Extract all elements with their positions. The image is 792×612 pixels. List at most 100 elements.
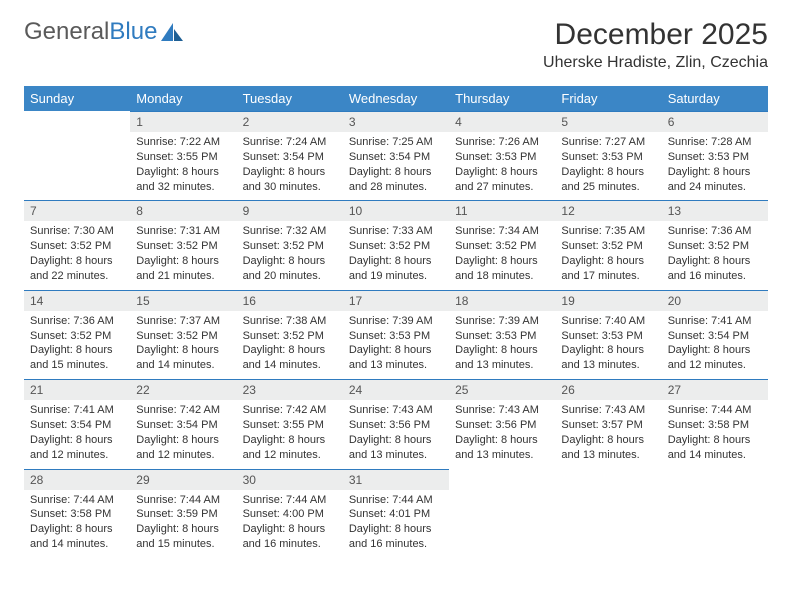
day-number: 24	[343, 379, 449, 400]
sunrise-line: Sunrise: 7:44 AM	[668, 403, 762, 418]
day-body: Sunrise: 7:43 AMSunset: 3:56 PMDaylight:…	[449, 400, 555, 468]
daylight-line: Daylight: 8 hours and 13 minutes.	[349, 433, 443, 463]
calendar-cell: 23Sunrise: 7:42 AMSunset: 3:55 PMDayligh…	[237, 379, 343, 468]
daylight-line: Daylight: 8 hours and 12 minutes.	[668, 343, 762, 373]
calendar-cell: 4Sunrise: 7:26 AMSunset: 3:53 PMDaylight…	[449, 111, 555, 200]
location-text: Uherske Hradiste, Zlin, Czechia	[543, 54, 768, 72]
daylight-line: Daylight: 8 hours and 28 minutes.	[349, 165, 443, 195]
calendar-cell: 25Sunrise: 7:43 AMSunset: 3:56 PMDayligh…	[449, 379, 555, 468]
sunrise-line: Sunrise: 7:33 AM	[349, 224, 443, 239]
daylight-line: Daylight: 8 hours and 22 minutes.	[30, 254, 124, 284]
calendar-cell: 24Sunrise: 7:43 AMSunset: 3:56 PMDayligh…	[343, 379, 449, 468]
title-block: December 2025 Uherske Hradiste, Zlin, Cz…	[543, 18, 768, 72]
daylight-line: Daylight: 8 hours and 24 minutes.	[668, 165, 762, 195]
weekday-header: Saturday	[662, 86, 768, 111]
sunset-line: Sunset: 3:52 PM	[243, 329, 337, 344]
sunrise-line: Sunrise: 7:26 AM	[455, 135, 549, 150]
day-number: 12	[555, 200, 661, 221]
calendar-body: 1Sunrise: 7:22 AMSunset: 3:55 PMDaylight…	[24, 111, 768, 558]
sunrise-line: Sunrise: 7:44 AM	[349, 493, 443, 508]
sunset-line: Sunset: 3:54 PM	[668, 329, 762, 344]
sunrise-line: Sunrise: 7:31 AM	[136, 224, 230, 239]
day-body: Sunrise: 7:28 AMSunset: 3:53 PMDaylight:…	[662, 132, 768, 200]
day-body: Sunrise: 7:41 AMSunset: 3:54 PMDaylight:…	[24, 400, 130, 468]
calendar-cell: 12Sunrise: 7:35 AMSunset: 3:52 PMDayligh…	[555, 200, 661, 289]
calendar-cell: 31Sunrise: 7:44 AMSunset: 4:01 PMDayligh…	[343, 469, 449, 558]
calendar-cell: 1Sunrise: 7:22 AMSunset: 3:55 PMDaylight…	[130, 111, 236, 200]
day-number: 25	[449, 379, 555, 400]
day-number: 6	[662, 111, 768, 132]
day-number: 10	[343, 200, 449, 221]
sunrise-line: Sunrise: 7:28 AM	[668, 135, 762, 150]
day-number: 18	[449, 290, 555, 311]
calendar-cell: 22Sunrise: 7:42 AMSunset: 3:54 PMDayligh…	[130, 379, 236, 468]
calendar-cell: 26Sunrise: 7:43 AMSunset: 3:57 PMDayligh…	[555, 379, 661, 468]
day-body: Sunrise: 7:33 AMSunset: 3:52 PMDaylight:…	[343, 221, 449, 289]
sail-icon	[159, 21, 185, 43]
sunrise-line: Sunrise: 7:43 AM	[455, 403, 549, 418]
sunset-line: Sunset: 3:52 PM	[243, 239, 337, 254]
day-body: Sunrise: 7:37 AMSunset: 3:52 PMDaylight:…	[130, 311, 236, 379]
sunrise-line: Sunrise: 7:27 AM	[561, 135, 655, 150]
month-title: December 2025	[543, 18, 768, 52]
sunset-line: Sunset: 3:53 PM	[561, 329, 655, 344]
sunrise-line: Sunrise: 7:39 AM	[349, 314, 443, 329]
sunset-line: Sunset: 3:57 PM	[561, 418, 655, 433]
calendar-cell: 7Sunrise: 7:30 AMSunset: 3:52 PMDaylight…	[24, 200, 130, 289]
sunset-line: Sunset: 3:52 PM	[30, 239, 124, 254]
calendar-week-row: 7Sunrise: 7:30 AMSunset: 3:52 PMDaylight…	[24, 200, 768, 289]
day-number: 21	[24, 379, 130, 400]
day-body: Sunrise: 7:40 AMSunset: 3:53 PMDaylight:…	[555, 311, 661, 379]
day-body: Sunrise: 7:31 AMSunset: 3:52 PMDaylight:…	[130, 221, 236, 289]
sunrise-line: Sunrise: 7:32 AM	[243, 224, 337, 239]
day-body: Sunrise: 7:26 AMSunset: 3:53 PMDaylight:…	[449, 132, 555, 200]
calendar-cell: 10Sunrise: 7:33 AMSunset: 3:52 PMDayligh…	[343, 200, 449, 289]
daylight-line: Daylight: 8 hours and 15 minutes.	[30, 343, 124, 373]
calendar-week-row: 21Sunrise: 7:41 AMSunset: 3:54 PMDayligh…	[24, 379, 768, 468]
sunrise-line: Sunrise: 7:42 AM	[136, 403, 230, 418]
daylight-line: Daylight: 8 hours and 20 minutes.	[243, 254, 337, 284]
daylight-line: Daylight: 8 hours and 32 minutes.	[136, 165, 230, 195]
brand-logo: GeneralBlue	[24, 18, 185, 46]
sunset-line: Sunset: 3:54 PM	[243, 150, 337, 165]
brand-part2: Blue	[109, 18, 157, 46]
daylight-line: Daylight: 8 hours and 30 minutes.	[243, 165, 337, 195]
day-body: Sunrise: 7:44 AMSunset: 3:58 PMDaylight:…	[662, 400, 768, 468]
day-number: 17	[343, 290, 449, 311]
day-number: 4	[449, 111, 555, 132]
weekday-header: Friday	[555, 86, 661, 111]
calendar-cell: 15Sunrise: 7:37 AMSunset: 3:52 PMDayligh…	[130, 290, 236, 379]
sunset-line: Sunset: 3:52 PM	[455, 239, 549, 254]
daylight-line: Daylight: 8 hours and 14 minutes.	[136, 343, 230, 373]
weekday-header: Wednesday	[343, 86, 449, 111]
sunset-line: Sunset: 3:52 PM	[561, 239, 655, 254]
day-number: 29	[130, 469, 236, 490]
calendar-cell: 14Sunrise: 7:36 AMSunset: 3:52 PMDayligh…	[24, 290, 130, 379]
day-number: 3	[343, 111, 449, 132]
day-body: Sunrise: 7:44 AMSunset: 3:59 PMDaylight:…	[130, 490, 236, 558]
day-number: 27	[662, 379, 768, 400]
day-body: Sunrise: 7:43 AMSunset: 3:56 PMDaylight:…	[343, 400, 449, 468]
sunset-line: Sunset: 3:54 PM	[349, 150, 443, 165]
sunset-line: Sunset: 3:53 PM	[455, 329, 549, 344]
day-body: Sunrise: 7:42 AMSunset: 3:54 PMDaylight:…	[130, 400, 236, 468]
day-body: Sunrise: 7:41 AMSunset: 3:54 PMDaylight:…	[662, 311, 768, 379]
calendar-cell: 9Sunrise: 7:32 AMSunset: 3:52 PMDaylight…	[237, 200, 343, 289]
daylight-line: Daylight: 8 hours and 12 minutes.	[136, 433, 230, 463]
day-body: Sunrise: 7:30 AMSunset: 3:52 PMDaylight:…	[24, 221, 130, 289]
sunset-line: Sunset: 3:59 PM	[136, 507, 230, 522]
sunset-line: Sunset: 4:01 PM	[349, 507, 443, 522]
calendar-table: SundayMondayTuesdayWednesdayThursdayFrid…	[24, 86, 768, 558]
calendar-cell: 2Sunrise: 7:24 AMSunset: 3:54 PMDaylight…	[237, 111, 343, 200]
daylight-line: Daylight: 8 hours and 25 minutes.	[561, 165, 655, 195]
day-number: 19	[555, 290, 661, 311]
calendar-week-row: 28Sunrise: 7:44 AMSunset: 3:58 PMDayligh…	[24, 469, 768, 558]
calendar-cell: 20Sunrise: 7:41 AMSunset: 3:54 PMDayligh…	[662, 290, 768, 379]
sunset-line: Sunset: 3:58 PM	[668, 418, 762, 433]
day-body: Sunrise: 7:24 AMSunset: 3:54 PMDaylight:…	[237, 132, 343, 200]
day-number: 16	[237, 290, 343, 311]
sunrise-line: Sunrise: 7:43 AM	[349, 403, 443, 418]
calendar-cell: 5Sunrise: 7:27 AMSunset: 3:53 PMDaylight…	[555, 111, 661, 200]
sunset-line: Sunset: 3:53 PM	[668, 150, 762, 165]
day-body: Sunrise: 7:32 AMSunset: 3:52 PMDaylight:…	[237, 221, 343, 289]
